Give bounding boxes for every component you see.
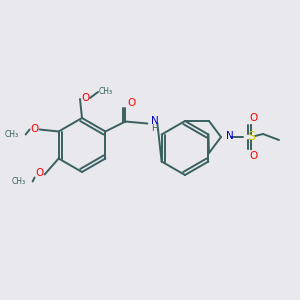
Text: H: H (152, 124, 158, 133)
Text: O: O (31, 124, 39, 134)
Text: O: O (249, 151, 257, 161)
Text: O: O (81, 93, 89, 103)
Text: O: O (127, 98, 136, 107)
Text: N: N (152, 116, 159, 127)
Text: CH₃: CH₃ (11, 177, 26, 186)
Text: O: O (35, 169, 44, 178)
Text: N: N (226, 131, 234, 141)
Text: CH₃: CH₃ (4, 130, 19, 139)
Text: CH₃: CH₃ (99, 88, 113, 97)
Text: S: S (247, 130, 255, 143)
Text: O: O (249, 113, 257, 123)
